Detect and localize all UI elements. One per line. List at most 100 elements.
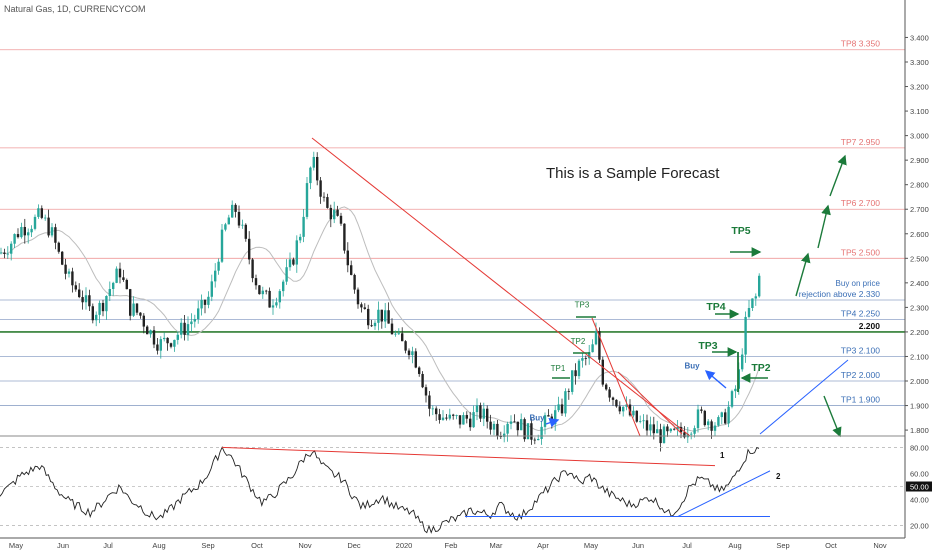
price-candle-body-60 [203,299,207,305]
time-tick-label-16: Sep [776,541,789,550]
price-candle-body-27 [91,306,94,321]
price-candle-body-79 [268,290,271,308]
price-candle-body-65 [220,229,224,262]
price-candle-body-218 [741,354,744,370]
price-candle-body-197 [669,428,672,432]
price-candle-body-34 [115,268,118,283]
price-candle-body-164 [557,404,560,411]
price-candle-body-46 [156,344,159,351]
time-tick-label-9: Feb [445,541,458,550]
time-tick-label-3: Aug [152,541,165,550]
price-candle-body-173 [588,352,591,359]
price-candle-body-138 [469,418,472,428]
price-candle-body-89 [302,216,305,237]
price-candle-body-50 [169,343,173,347]
price-candle-body-75 [254,278,258,286]
price-candle-body-214 [727,406,730,424]
price-candle-body-145 [492,423,496,430]
price-candle-body-92 [312,156,315,168]
price-candle-body-140 [475,405,479,413]
price-candle-body-52 [176,334,179,340]
price-candle-body-132 [448,414,451,419]
price-candle-body-100 [339,215,343,224]
chart-note-9: TP1 [551,364,566,373]
osc-mark-2: 2 [776,472,781,481]
price-candle-body-142 [482,408,485,419]
arrow-buy-apr [545,418,560,428]
price-tick-label-0: 3.400 [910,33,929,42]
price-candle-body-82 [278,291,281,303]
time-tick-label-12: May [584,541,598,550]
price-candle-body-40 [135,303,139,313]
price-candle-body-171 [581,358,584,361]
price-candle-body-151 [513,421,516,423]
price-candle-body-168 [571,370,574,392]
price-candle-body-28 [95,314,98,321]
osc-tick-label-0: 80.00 [910,443,929,452]
price-candle-body-119 [404,341,407,351]
price-candle-body-81 [275,302,278,306]
price-candle-body-148 [503,433,506,437]
price-candle-body-87 [295,240,298,265]
price-candle-body-152 [516,421,519,431]
price-candle-body-186 [632,410,635,416]
price-candle-body-73 [248,238,251,260]
chart-symbol-label: Natural Gas, 1D, CURRENCYCOM [4,4,146,14]
price-candle-body-94 [319,180,322,197]
price-candle-body-10 [33,216,37,229]
price-tick-label-12: 2.200 [910,328,929,337]
price-candle-body-76 [258,285,261,295]
price-candle-body-203 [690,433,693,435]
price-candle-body-37 [125,279,128,290]
level-label-5: TP4 2.250 [841,309,880,319]
price-candle-body-53 [180,322,183,335]
price-candle-body-220 [747,308,751,317]
chart-note-4: TP2 [751,362,770,374]
price-candle-body-136 [462,415,465,425]
price-candle-body-157 [533,439,536,441]
price-candle-body-35 [118,268,122,278]
price-candle-body-181 [615,399,618,407]
price-candle-body-108 [367,308,370,326]
price-candle-body-183 [622,406,625,412]
price-candle-body-74 [251,259,254,279]
price-candle-body-56 [190,321,193,325]
price-candle-body-191 [649,424,652,431]
price-candle-body-200 [679,426,683,433]
price-candle-body-187 [635,410,638,422]
price-candle-body-160 [543,415,547,427]
arrow-forecast-2 [817,204,831,249]
price-candle-body-17 [57,242,60,252]
price-candle-body-121 [411,351,414,356]
price-candle-body-123 [418,367,421,374]
price-candle-body-223 [758,275,761,297]
price-candle-body-2 [6,253,9,255]
price-candle-body-59 [200,299,203,309]
price-tick-label-4: 3.000 [910,132,929,141]
price-candle-body-23 [78,289,81,298]
price-candle-body-29 [98,302,101,315]
price-candle-body-222 [754,296,757,299]
price-candle-body-192 [652,424,655,434]
price-candle-body-99 [336,209,339,216]
time-tick-label-14: Jul [682,541,692,550]
time-tick-label-10: Mar [490,541,503,550]
price-candle-body-103 [350,265,353,275]
osc-tick-label-3: 40.00 [910,496,929,505]
trendline-red-jun [617,371,683,435]
price-candle-body-55 [186,324,190,335]
price-candle-body-154 [523,419,526,440]
price-candle-body-38 [129,289,132,316]
price-candle-body-216 [734,388,737,392]
price-candle-body-68 [231,204,234,218]
price-candle-body-7 [23,226,26,236]
price-candle-body-209 [710,421,713,431]
price-candle-body-0 [0,252,3,254]
price-candle-body-13 [44,217,47,219]
level-label-8: TP2 2.000 [841,370,880,380]
price-candle-body-125 [424,387,428,396]
price-tick-label-10: 2.400 [910,279,929,288]
price-candle-body-137 [465,415,468,419]
price-candle-body-80 [271,305,275,308]
